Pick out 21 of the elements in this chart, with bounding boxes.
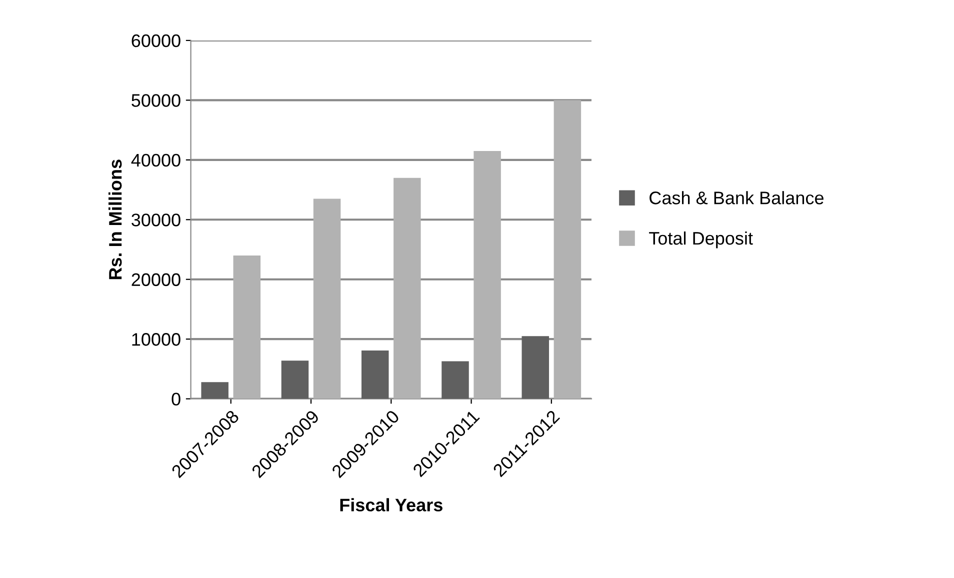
bar (474, 150, 501, 399)
bar (394, 178, 421, 399)
y-tick-label: 10000 (132, 333, 180, 346)
bar (313, 198, 341, 399)
x-axis-title: Fiscal Years (340, 498, 442, 512)
legend-label: Cash & Bank Balance (650, 191, 824, 204)
y-axis-title: Rs. In Millions (108, 160, 122, 280)
bar (522, 336, 550, 399)
bar (554, 100, 582, 399)
y-tick-label: 40000 (131, 154, 180, 167)
bar (442, 361, 469, 399)
bar (201, 382, 228, 399)
y-tick-label: 30000 (132, 214, 180, 226)
bar (361, 350, 389, 399)
y-tick-label: 20000 (132, 273, 180, 286)
bar (233, 255, 261, 399)
y-tick-label: 50000 (132, 94, 180, 107)
legend-label: Total Deposit (649, 231, 753, 248)
y-tick-label: 60000 (132, 34, 180, 48)
bar (281, 360, 309, 399)
y-tick-label: 0 (172, 392, 180, 406)
